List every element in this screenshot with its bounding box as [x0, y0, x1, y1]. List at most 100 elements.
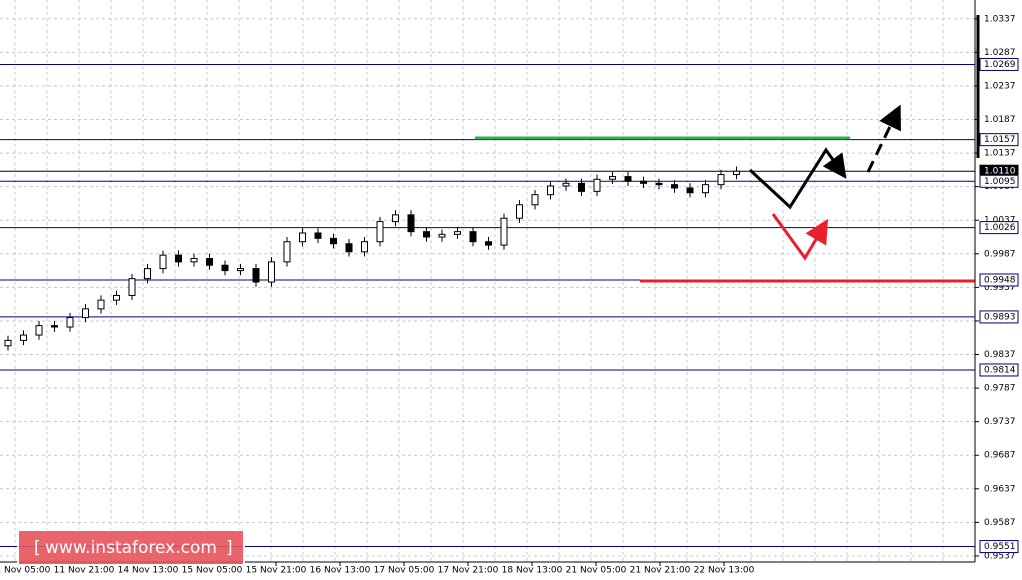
- y-tick-label: 1.0187: [984, 115, 1016, 125]
- x-tick-label: 15 Nov 21:00: [246, 566, 307, 576]
- candle-body: [175, 254, 182, 263]
- candle-body: [97, 299, 105, 310]
- candle-body: [66, 317, 74, 328]
- level-box: [979, 540, 1019, 554]
- candle-body: [283, 241, 291, 263]
- candle-body: [531, 194, 539, 206]
- candle-body: [593, 178, 601, 192]
- candle-body: [547, 185, 554, 196]
- y-tick-label: 0.9687: [984, 451, 1016, 461]
- grid: [0, 0, 975, 562]
- candle-body: [423, 231, 430, 238]
- level-label: 0.9948: [984, 275, 1016, 285]
- candle-body: [454, 231, 461, 235]
- candle-body: [144, 268, 151, 280]
- y-tick-label: 1.0337: [984, 14, 1016, 24]
- bracket: [: [34, 538, 41, 558]
- level-label: 0.9814: [984, 365, 1016, 375]
- y-tick-label: 0.9837: [984, 350, 1016, 360]
- x-tick-label: 17 Nov 05:00: [374, 566, 435, 576]
- level-label: 1.0095: [984, 177, 1016, 187]
- candle-body: [376, 221, 384, 243]
- candle-body: [82, 308, 89, 319]
- candle-body: [671, 184, 678, 189]
- candle-body: [562, 182, 570, 187]
- alternative-arrow: [771, 213, 829, 261]
- candle-body: [35, 325, 43, 336]
- x-tick-label: 18 Nov 13:00: [502, 566, 563, 576]
- level-box: [979, 310, 1019, 324]
- candle-body: [655, 182, 663, 186]
- x-tick-label: 16 Nov 13:00: [310, 566, 371, 576]
- level-box: [979, 273, 1019, 287]
- y-tick-label: 1.0237: [984, 81, 1016, 91]
- x-tick-label: 15 Nov 05:00: [182, 566, 243, 576]
- bracket: ]: [226, 538, 233, 558]
- level-label: 0.9893: [984, 312, 1016, 322]
- candle-body: [237, 268, 244, 272]
- candle-body: [4, 339, 12, 347]
- axis-labels: 1.03371.02871.02371.01871.01371.00871.00…: [0, 14, 1019, 576]
- y-tick-label: 1.0137: [984, 149, 1016, 159]
- level-box: [979, 221, 1019, 235]
- level-box: [979, 363, 1019, 377]
- forecast-arrow: [748, 147, 847, 210]
- candle-body: [299, 232, 306, 243]
- x-tick-label: 17 Nov 21:00: [438, 566, 499, 576]
- candle-body: [407, 214, 415, 233]
- level-label: 1.0269: [984, 60, 1016, 70]
- candle-body: [686, 187, 694, 194]
- candle-body: [469, 231, 477, 243]
- candle-body: [500, 217, 508, 246]
- levels: [0, 63, 975, 548]
- y-tick-label: 1.0287: [984, 48, 1016, 58]
- x-tick-label: 11 Nov 21:00: [54, 566, 115, 576]
- x-tick-label: 14 Nov 13:00: [118, 566, 179, 576]
- x-tick-label: 11 Nov 05:00: [0, 566, 51, 576]
- y-tick-label: 1.0037: [984, 216, 1016, 226]
- candle-body: [717, 174, 725, 186]
- y-tick-label: 0.9537: [984, 551, 1016, 561]
- y-tick-label: 0.9737: [984, 417, 1016, 427]
- candle-body: [159, 254, 167, 270]
- x-tick-label: 21 Nov 21:00: [630, 566, 691, 576]
- candle-body: [516, 204, 523, 219]
- candle-body: [20, 334, 27, 341]
- candle-body: [190, 258, 198, 263]
- level-label: 1.0157: [984, 135, 1016, 145]
- candle-body: [361, 241, 368, 253]
- x-tick-label: 22 Nov 13:00: [694, 566, 755, 576]
- candle-body: [733, 170, 740, 176]
- y-tick-label: 0.9587: [984, 518, 1016, 528]
- candle-body: [485, 241, 492, 246]
- watermark: www.instaforex.com: [45, 538, 217, 558]
- candle-body: [252, 268, 260, 283]
- candle-body: [330, 237, 337, 245]
- level-box: [979, 133, 1019, 147]
- watermark-box: [17, 529, 245, 566]
- y-tick-label: 0.9937: [984, 283, 1016, 293]
- level-label: 1.0110: [984, 167, 1016, 177]
- candle-body: [314, 232, 322, 239]
- candle-body: [578, 182, 585, 192]
- x-tick-label: 21 Nov 05:00: [566, 566, 627, 576]
- level-label: 0.9551: [984, 542, 1016, 552]
- candle-body: [221, 264, 229, 272]
- y-tick-label: 0.9987: [984, 249, 1016, 259]
- level-label: 1.0026: [984, 223, 1016, 233]
- candle-body: [113, 294, 120, 301]
- candle-body: [640, 180, 647, 184]
- candle-body: [51, 325, 58, 328]
- candle-body: [392, 214, 399, 223]
- level-box: [979, 174, 1019, 188]
- candle-body: [624, 176, 632, 182]
- candle-body: [128, 278, 136, 296]
- candle-body: [438, 233, 446, 238]
- forecast-arrow-dashed: [866, 104, 901, 173]
- candles: [4, 166, 740, 351]
- candle-body: [345, 243, 353, 253]
- candle-body: [702, 184, 709, 194]
- candle-body: [609, 176, 616, 180]
